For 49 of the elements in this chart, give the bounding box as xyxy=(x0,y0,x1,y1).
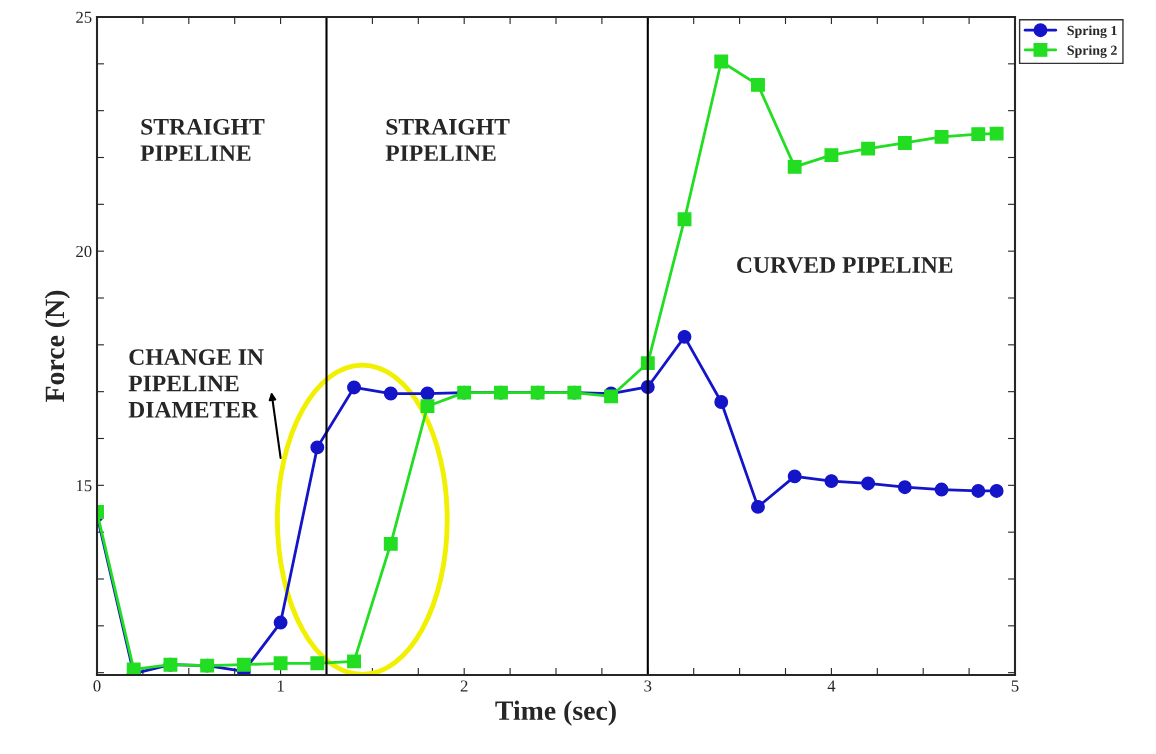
y-axis-title: Force (N) xyxy=(44,290,70,402)
point xyxy=(420,399,435,414)
y-tick-label: 20 xyxy=(76,245,92,258)
x-tick-label: 3 xyxy=(644,680,652,692)
point xyxy=(420,386,435,401)
x-axis-title: Time (sec) xyxy=(495,700,616,726)
point xyxy=(971,484,986,498)
legend-label: Spring 1 xyxy=(1067,25,1117,39)
x-tick-label: 1 xyxy=(277,680,284,692)
point xyxy=(787,469,802,484)
point xyxy=(347,380,361,395)
point xyxy=(897,480,912,495)
point xyxy=(347,654,361,669)
point xyxy=(934,482,949,497)
point xyxy=(236,657,251,672)
point xyxy=(751,499,765,514)
point xyxy=(383,536,398,551)
point xyxy=(714,395,729,409)
point xyxy=(126,662,141,675)
point xyxy=(383,386,398,401)
point xyxy=(787,159,802,174)
point xyxy=(677,329,692,344)
point xyxy=(310,656,325,671)
point xyxy=(677,212,692,227)
x-tick-label: 2 xyxy=(460,680,468,692)
point xyxy=(824,474,839,489)
point xyxy=(861,476,876,491)
y-tick-label: 15 xyxy=(76,480,92,492)
annotation: STRAIGHT PIPELINE xyxy=(385,118,510,161)
point xyxy=(897,136,912,150)
point xyxy=(751,77,765,92)
point xyxy=(714,54,729,69)
point xyxy=(989,126,1004,141)
point xyxy=(273,656,288,671)
point xyxy=(824,148,839,163)
annotation: STRAIGHT PIPELINE xyxy=(140,118,265,161)
point xyxy=(273,615,288,630)
annotation: CURVED PIPELINE xyxy=(737,257,953,274)
point xyxy=(989,484,1004,498)
x-tick-label: 5 xyxy=(1011,680,1019,692)
x-tick-label: 0 xyxy=(93,680,101,692)
point xyxy=(971,127,986,142)
y-tick-label: 25 xyxy=(76,11,92,23)
annotation: CHANGE IN PIPELINE DIAMETER xyxy=(128,349,264,418)
point xyxy=(310,440,325,455)
legend-label: Spring 2 xyxy=(1067,45,1117,58)
point xyxy=(934,129,949,144)
point xyxy=(861,141,876,156)
x-tick-label: 4 xyxy=(827,680,836,692)
